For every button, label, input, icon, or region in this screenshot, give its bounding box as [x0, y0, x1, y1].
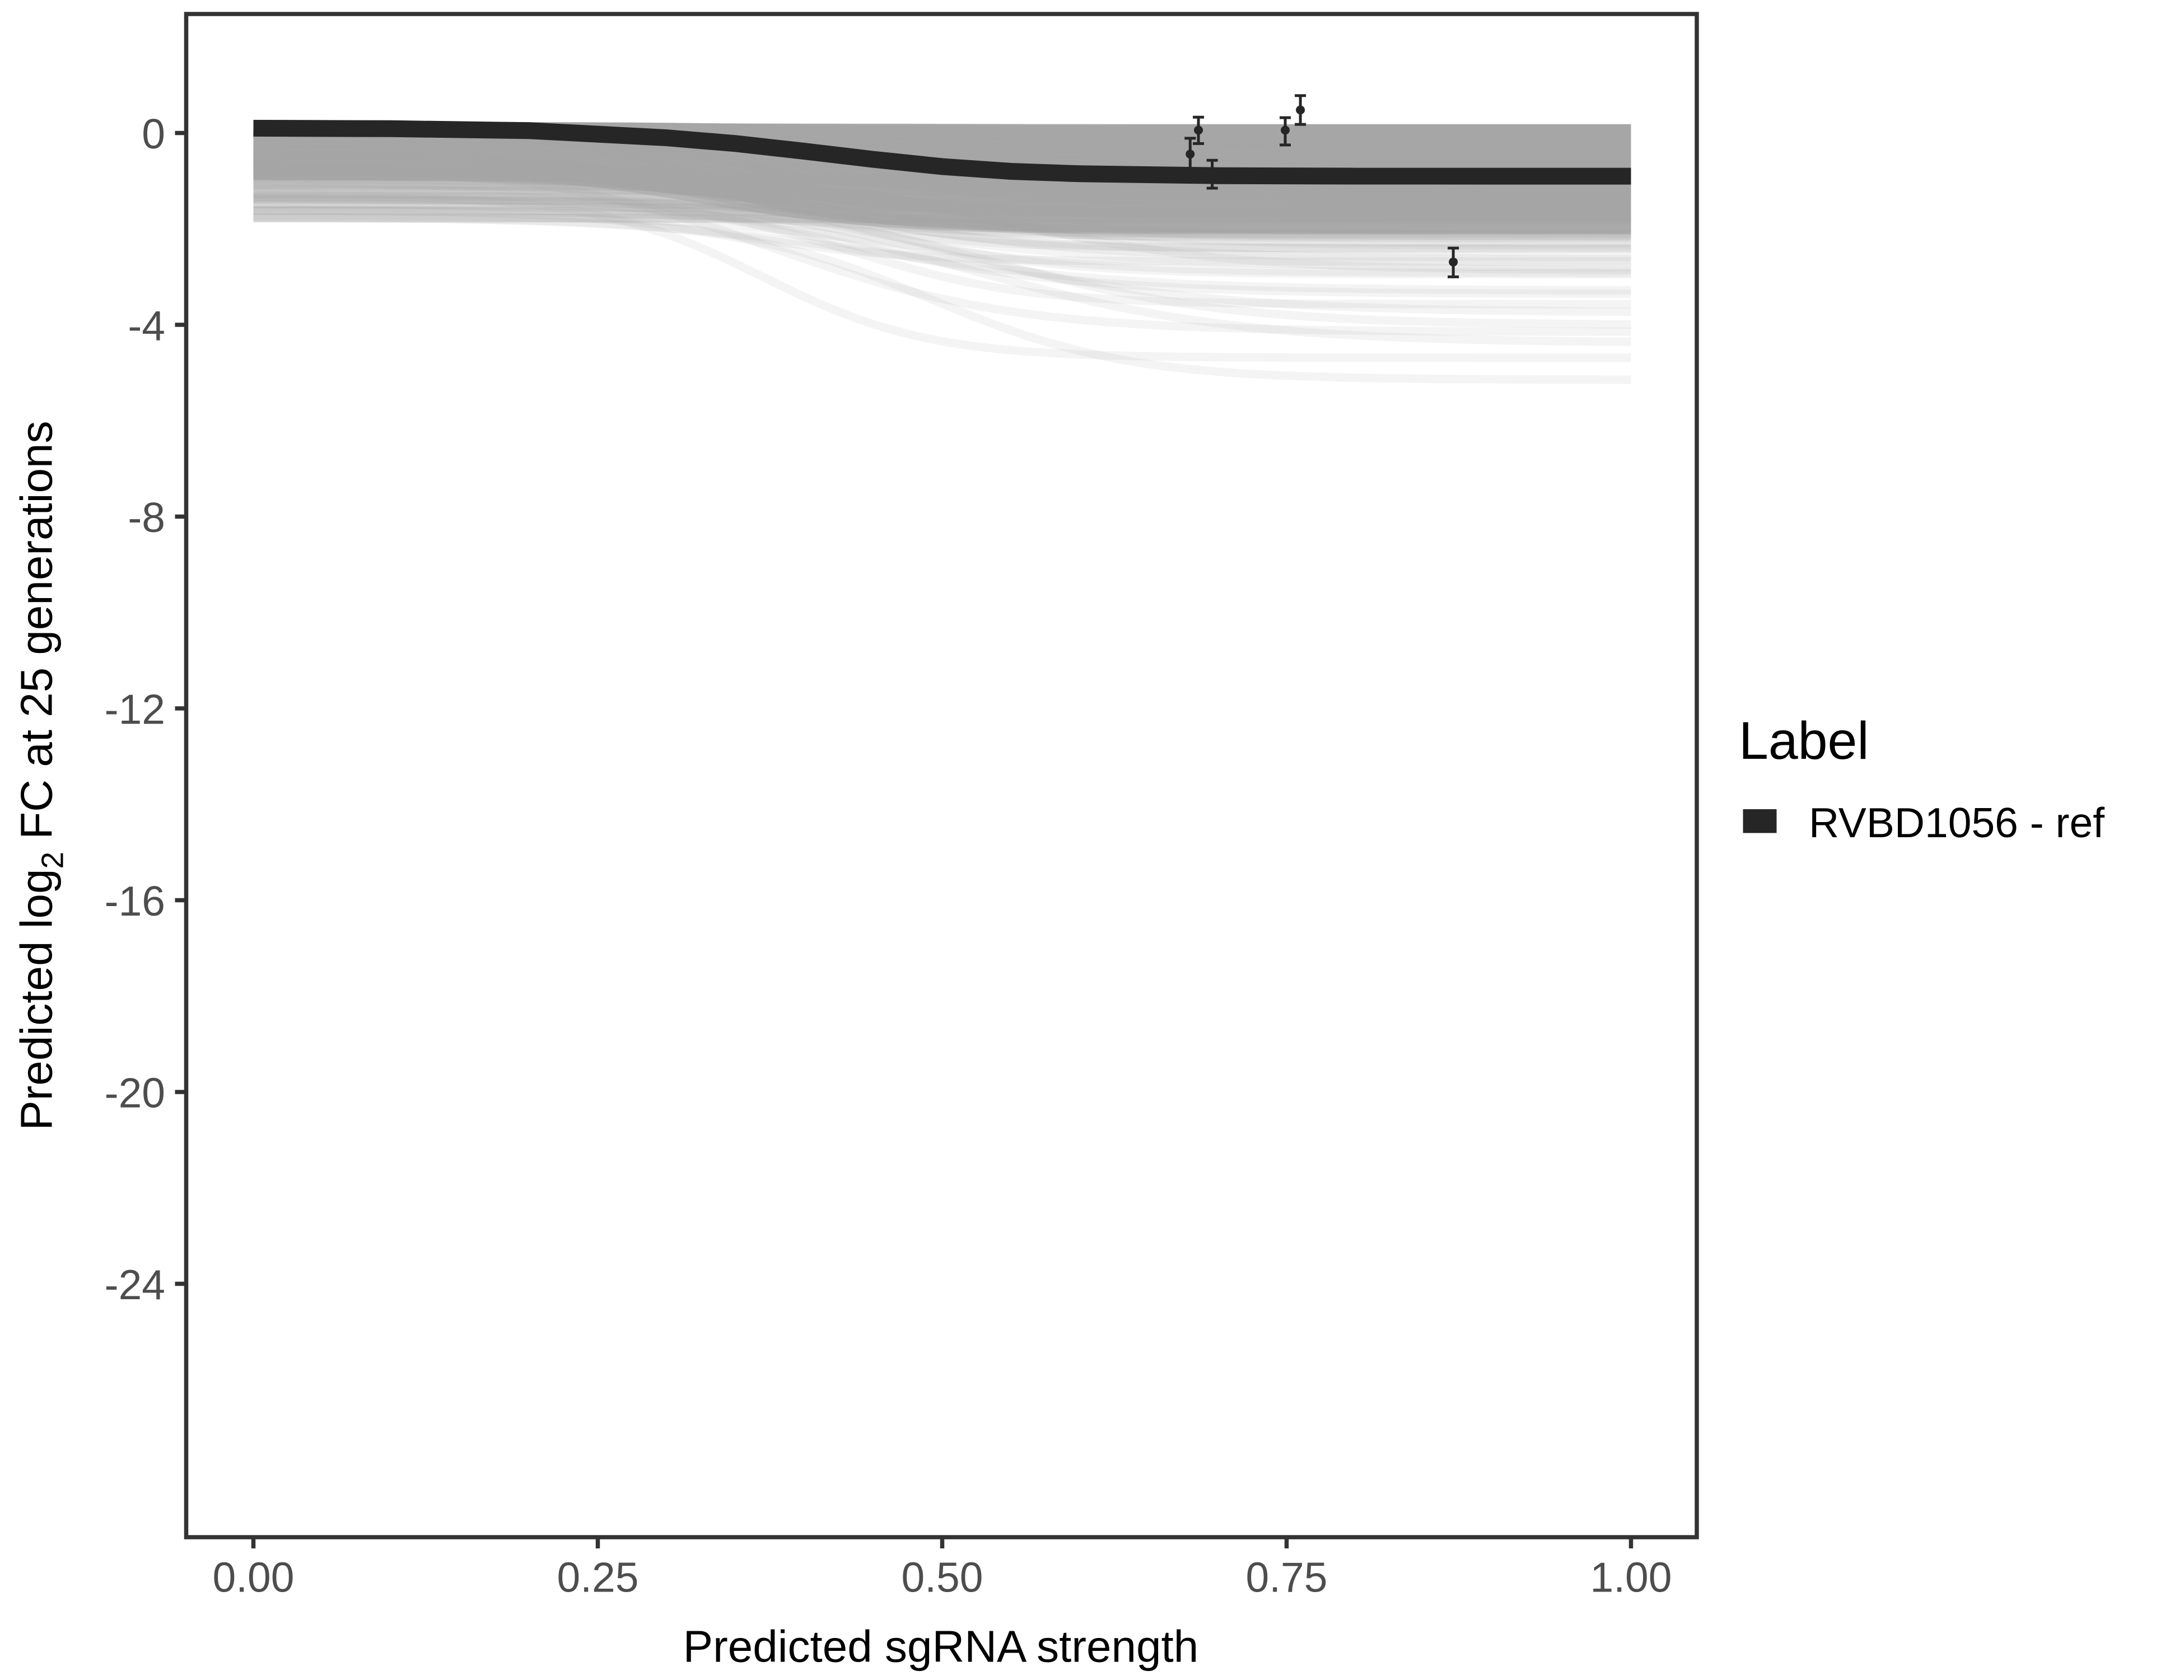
y-axis-label-subscript: 2 — [35, 852, 70, 869]
sample-line — [253, 189, 1631, 239]
sample-line — [253, 191, 1631, 362]
sample-line — [253, 196, 1631, 309]
sample-line — [253, 162, 1631, 274]
sample-line — [253, 184, 1631, 316]
data-point — [1280, 116, 1291, 147]
x-tick-label: 0.50 — [902, 1554, 983, 1601]
x-tick-label: 0.25 — [557, 1554, 639, 1601]
y-axis-label-prefix: Predicted log — [11, 869, 61, 1130]
x-axis: 0.00 0.25 0.50 0.75 1.00 — [213, 1537, 1672, 1601]
y-tick-label: 0 — [142, 110, 165, 157]
y-tick-label: -4 — [128, 302, 165, 349]
y-tick-label: -20 — [105, 1070, 165, 1117]
sample-line — [253, 178, 1631, 298]
y-axis-label: Predicted log2 FC at 25 generations — [11, 421, 69, 1131]
sample-line — [253, 213, 1631, 384]
sample-line — [253, 211, 1631, 277]
data-points — [1184, 94, 1459, 278]
data-point — [1193, 115, 1205, 145]
sample-line — [253, 133, 1631, 210]
sample-line — [253, 194, 1631, 346]
legend: Label RVBD1056 - ref — [1739, 711, 2104, 846]
data-point — [1206, 158, 1218, 190]
sample-line — [253, 193, 1631, 262]
legend-key-swatch — [1743, 809, 1777, 833]
y-tick-label: -24 — [105, 1261, 165, 1308]
point-marker — [1186, 150, 1195, 159]
x-tick-label: 0.75 — [1246, 1554, 1328, 1601]
legend-entry-label: RVBD1056 - ref — [1809, 799, 2104, 846]
reference-curve-group — [253, 119, 1631, 185]
y-tick-label: -12 — [105, 686, 165, 733]
point-marker — [1449, 257, 1458, 267]
reference-curve — [253, 119, 1631, 185]
sample-line — [253, 213, 1631, 295]
sample-line — [253, 204, 1631, 264]
data-point — [1184, 137, 1196, 171]
x-tick-label: 1.00 — [1590, 1554, 1672, 1601]
point-marker — [1281, 125, 1290, 135]
sample-line — [253, 171, 1631, 235]
sample-line — [253, 206, 1631, 266]
sample-line — [253, 199, 1631, 272]
y-tick-label: -8 — [128, 494, 165, 541]
sample-line — [253, 194, 1631, 329]
point-marker — [1194, 125, 1203, 135]
data-point — [1295, 94, 1306, 126]
x-axis-label: Predicted sgRNA strength — [683, 1622, 1198, 1672]
point-marker — [1207, 169, 1217, 179]
sample-line — [253, 180, 1631, 279]
sample-line — [253, 181, 1631, 248]
data-point — [1448, 246, 1459, 278]
y-axis-label-suffix: FC at 25 generations — [11, 421, 61, 852]
y-axis: 0 -4 -8 -12 -16 -20 -24 — [105, 110, 186, 1308]
point-marker — [1296, 105, 1305, 115]
sample-line — [253, 206, 1631, 244]
x-tick-label: 0.00 — [213, 1554, 295, 1601]
sample-line — [253, 179, 1631, 224]
legend-title: Label — [1739, 711, 1869, 771]
y-tick-label: -16 — [105, 878, 165, 925]
